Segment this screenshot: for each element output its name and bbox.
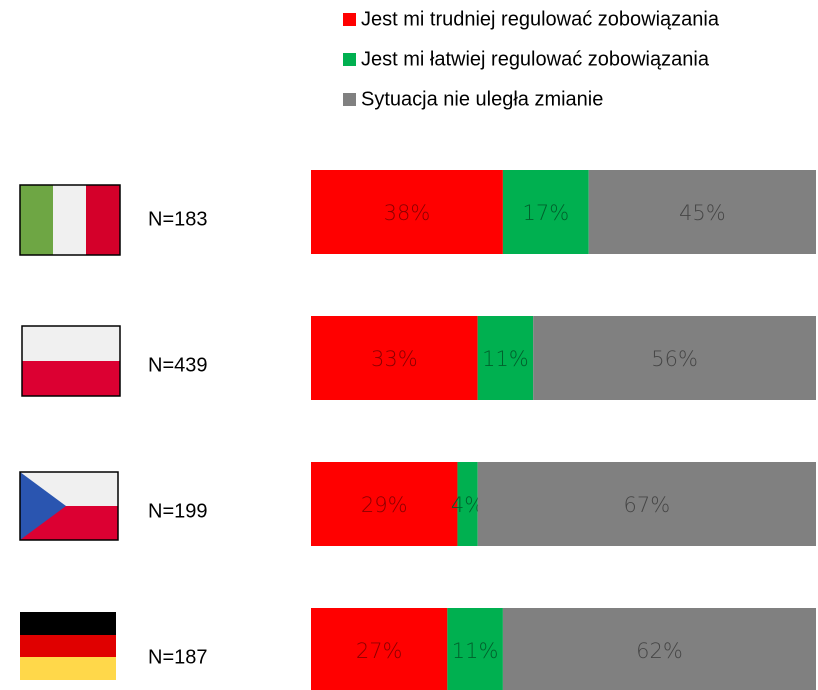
bar-segment — [502, 170, 589, 254]
category-label: N=199 — [148, 500, 208, 522]
category-label: N=187 — [148, 646, 208, 668]
bar-segment — [311, 170, 503, 254]
value-label: 67% — [623, 493, 670, 517]
legend-label: Jest mi łatwiej regulować zobowiązania — [361, 48, 710, 70]
bar-segment — [311, 316, 478, 400]
bar-segment — [588, 170, 816, 254]
category-label: N=439 — [148, 354, 208, 376]
bar-segment — [477, 462, 816, 546]
bar-segment — [477, 316, 534, 400]
value-label: 33% — [371, 347, 418, 371]
value-label: 38% — [384, 201, 431, 225]
value-label: 27% — [356, 639, 403, 663]
bar-segment — [311, 608, 448, 690]
bar-segment — [502, 608, 816, 690]
flag-czech — [19, 471, 119, 541]
bar-segment — [447, 608, 503, 690]
flag-italy — [19, 184, 121, 256]
legend-label: Jest mi trudniej regulować zobowiązania — [361, 8, 720, 30]
flag-germany — [20, 612, 116, 680]
value-label: 62% — [636, 639, 683, 663]
value-label: 56% — [651, 347, 698, 371]
value-label: 45% — [679, 201, 726, 225]
legend-swatch — [343, 93, 356, 106]
value-label: 11% — [452, 639, 499, 663]
value-label: 17% — [522, 201, 569, 225]
bar-segment — [457, 462, 478, 546]
bar-segment — [311, 462, 458, 546]
legend-swatch — [343, 13, 356, 26]
category-label: N=183 — [148, 208, 208, 230]
value-label: 11% — [482, 347, 529, 371]
legend-swatch — [343, 53, 356, 66]
legend-label: Sytuacja nie uległa zmianie — [361, 88, 603, 110]
flag-poland — [21, 325, 121, 397]
value-label: 29% — [361, 493, 408, 517]
bar-segment — [533, 316, 816, 400]
